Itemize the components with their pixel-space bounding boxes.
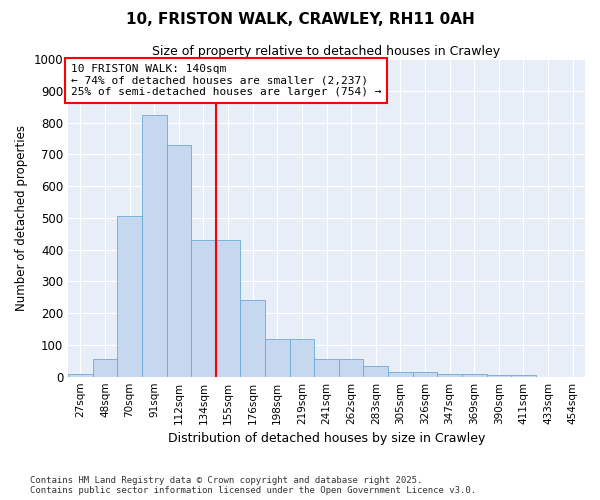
Title: Size of property relative to detached houses in Crawley: Size of property relative to detached ho…	[152, 45, 500, 58]
Text: Contains HM Land Registry data © Crown copyright and database right 2025.
Contai: Contains HM Land Registry data © Crown c…	[30, 476, 476, 495]
Bar	[117, 216, 142, 376]
Bar	[92, 359, 117, 376]
Y-axis label: Number of detached properties: Number of detached properties	[15, 125, 28, 311]
Bar	[167, 145, 191, 376]
Text: 10 FRISTON WALK: 140sqm
← 74% of detached houses are smaller (2,237)
25% of semi: 10 FRISTON WALK: 140sqm ← 74% of detache…	[71, 64, 381, 97]
Bar	[437, 374, 462, 376]
Bar	[364, 366, 388, 376]
X-axis label: Distribution of detached houses by size in Crawley: Distribution of detached houses by size …	[168, 432, 485, 445]
Bar	[241, 300, 265, 376]
Bar	[191, 240, 216, 376]
Bar	[462, 374, 487, 376]
Bar	[388, 372, 413, 376]
Bar	[265, 339, 290, 376]
Bar	[216, 240, 241, 376]
Bar	[339, 359, 364, 376]
Bar	[142, 114, 167, 376]
Text: 10, FRISTON WALK, CRAWLEY, RH11 0AH: 10, FRISTON WALK, CRAWLEY, RH11 0AH	[125, 12, 475, 28]
Bar	[413, 372, 437, 376]
Bar	[290, 339, 314, 376]
Bar	[68, 374, 92, 376]
Bar	[487, 375, 511, 376]
Bar	[314, 359, 339, 376]
Bar	[511, 375, 536, 376]
